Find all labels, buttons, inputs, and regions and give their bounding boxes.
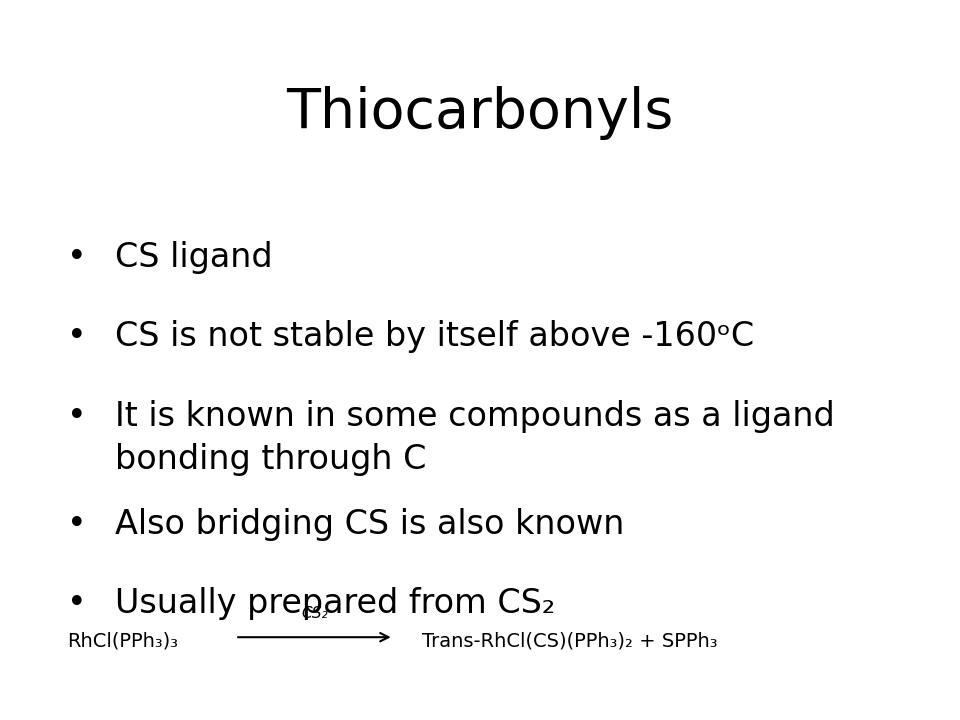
Text: Also bridging CS is also known: Also bridging CS is also known <box>115 508 625 541</box>
Text: CS ligand: CS ligand <box>115 241 273 274</box>
Text: •: • <box>67 508 86 541</box>
Text: Usually prepared from CS₂: Usually prepared from CS₂ <box>115 587 556 620</box>
Text: CS is not stable by itself above -160ᵒC: CS is not stable by itself above -160ᵒC <box>115 320 755 354</box>
Text: •: • <box>67 320 86 354</box>
Text: Trans-RhCl(CS)(PPh₃)₂ + SPPh₃: Trans-RhCl(CS)(PPh₃)₂ + SPPh₃ <box>422 631 718 650</box>
Text: RhCl(PPh₃)₃: RhCl(PPh₃)₃ <box>67 631 179 650</box>
Text: •: • <box>67 241 86 274</box>
Text: •: • <box>67 587 86 620</box>
Text: Thiocarbonyls: Thiocarbonyls <box>286 86 674 140</box>
Text: It is known in some compounds as a ligand
bonding through C: It is known in some compounds as a ligan… <box>115 400 835 476</box>
Text: CS₂: CS₂ <box>301 606 327 621</box>
Text: •: • <box>67 400 86 433</box>
